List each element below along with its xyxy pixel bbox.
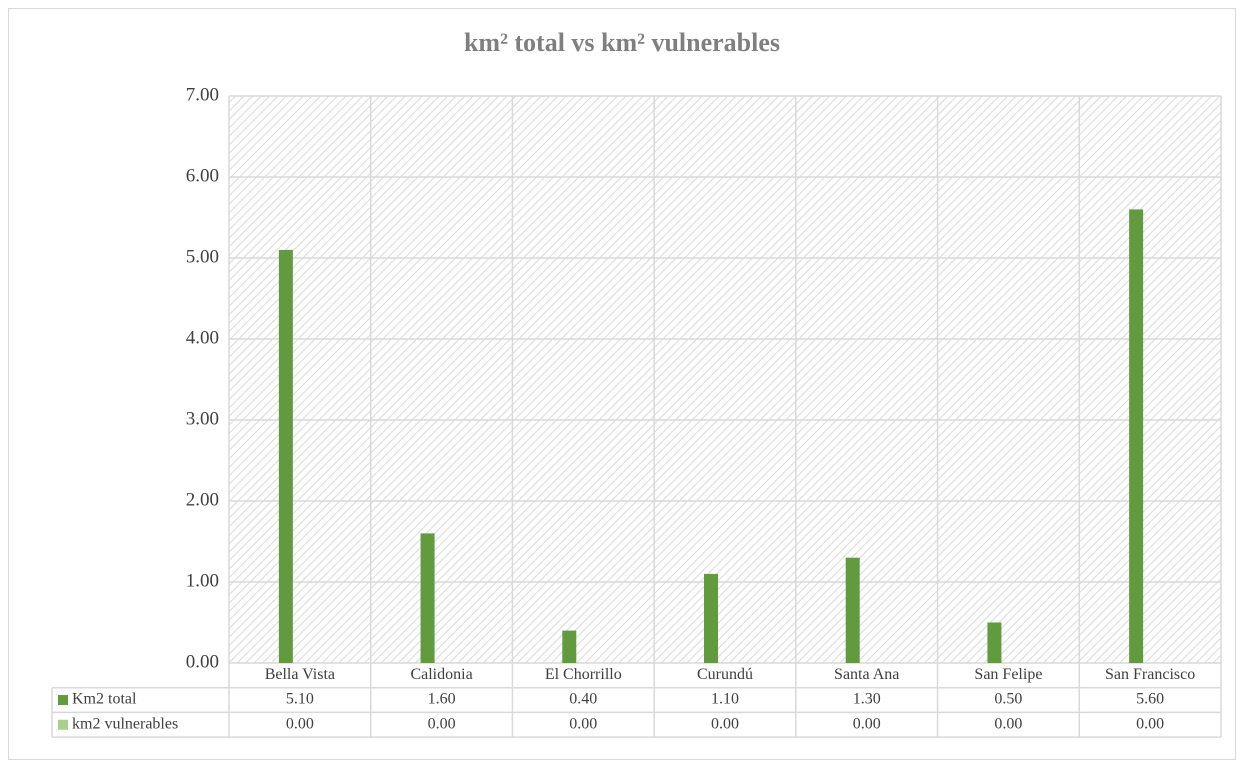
legend-key (58, 719, 68, 730)
bar (278, 249, 293, 663)
table-value: 0.00 (286, 715, 314, 732)
y-tick-label: 1.00 (186, 570, 219, 591)
table-value: 0.00 (1136, 715, 1164, 732)
chart-title: km² total vs km² vulnerables (464, 28, 780, 57)
x-tick-label: Santa Ana (834, 666, 899, 683)
y-tick-label: 0.00 (186, 651, 219, 672)
y-tick-label: 4.00 (186, 327, 219, 348)
legend-label: Km2 total (72, 691, 137, 708)
bar (420, 533, 435, 663)
legend-label: km2 vulnerables (72, 715, 178, 732)
x-tick-label: Calidonia (410, 666, 472, 683)
x-tick-label: San Francisco (1105, 666, 1195, 683)
table-value: 0.50 (994, 691, 1022, 708)
table-value: 1.10 (711, 691, 739, 708)
x-tick-label: Curundú (697, 666, 753, 683)
y-tick-label: 6.00 (186, 165, 219, 186)
table-value: 1.30 (853, 691, 881, 708)
y-tick-label: 3.00 (186, 408, 219, 429)
table-value: 0.00 (428, 715, 456, 732)
bar (562, 630, 577, 663)
table-value: 5.60 (1136, 691, 1164, 708)
legend-key (58, 695, 68, 706)
table-value: 0.40 (569, 691, 597, 708)
bar (1129, 209, 1144, 663)
table-value: 0.00 (711, 715, 739, 732)
plot-area (229, 96, 1221, 663)
y-tick-label: 2.00 (186, 489, 219, 510)
y-tick-label: 7.00 (186, 84, 219, 105)
bar (845, 557, 860, 663)
table-value: 1.60 (428, 691, 456, 708)
table-value: 0.00 (569, 715, 597, 732)
table-value: 5.10 (286, 691, 314, 708)
bar (987, 622, 1002, 663)
x-tick-label: San Felipe (974, 666, 1042, 683)
x-tick-label: Bella Vista (265, 666, 335, 683)
y-tick-label: 5.00 (186, 246, 219, 267)
bar (704, 573, 718, 663)
table-value: 0.00 (853, 715, 881, 732)
x-tick-label: El Chorrillo (545, 666, 622, 683)
table-value: 0.00 (994, 715, 1022, 732)
